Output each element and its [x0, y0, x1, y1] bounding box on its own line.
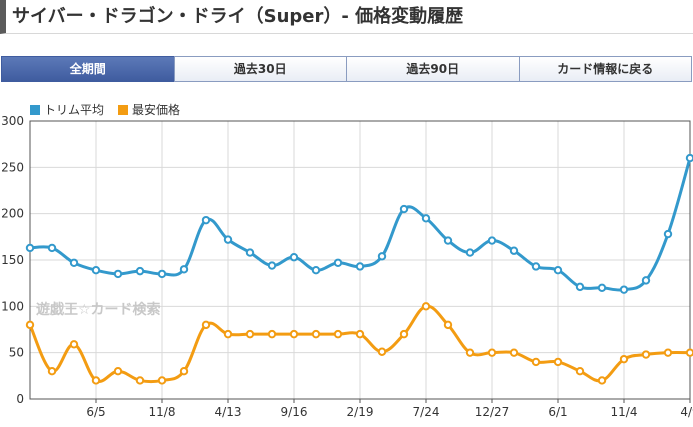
legend-label-lowest-price: 最安価格: [132, 103, 181, 117]
tab-last-30-days[interactable]: 過去30日: [173, 56, 347, 82]
data-point-s1-7: [179, 367, 189, 376]
data-point-s0-25: [575, 282, 585, 292]
x-tick-label: 6/1: [548, 405, 567, 419]
x-tick-label: 9/16: [281, 405, 308, 419]
legend-item-lowest-price[interactable]: 最安価格: [118, 101, 180, 118]
data-point-s0-10: [245, 248, 255, 257]
data-point-s0-3: [91, 265, 101, 275]
data-point-s1-8: [201, 320, 211, 330]
data-point-s1-3: [91, 376, 101, 385]
series-layer: [25, 153, 693, 385]
data-point-s1-25: [575, 367, 585, 376]
x-tick-label: 2/19: [347, 405, 374, 419]
data-point-s1-12: [289, 329, 299, 339]
data-point-s1-0: [25, 320, 35, 330]
x-tick-label: 11/8: [149, 405, 176, 419]
data-point-s1-28: [641, 350, 651, 359]
data-point-s1-21: [487, 348, 497, 357]
data-point-s0-12: [289, 253, 299, 262]
legend-label-trim-average: トリム平均: [44, 103, 105, 117]
data-point-s0-6: [157, 269, 167, 279]
data-point-s1-10: [245, 329, 255, 339]
title-bar: サイバー・ドラゴン・ドライ（Super）- 価格変動履歴: [0, 0, 693, 34]
chart-watermark: 遊戯王☆カード検索: [36, 301, 161, 318]
data-point-s0-13: [311, 265, 321, 275]
data-point-s0-15: [355, 262, 365, 271]
price-history-chart: 遊戯王☆カード検索 0 50 100 150 200 250 300 6/5 11/8 4/13 9…: [1, 114, 693, 419]
y-tick-label: 250: [1, 160, 24, 174]
data-point-s1-11: [267, 329, 277, 339]
data-point-s1-20: [465, 348, 475, 357]
data-point-s1-2: [69, 340, 79, 349]
data-point-s1-27: [619, 354, 629, 364]
data-point-s1-9: [223, 329, 233, 339]
data-point-s0-22: [509, 246, 519, 255]
y-tick-label: 0: [16, 392, 24, 406]
data-point-s1-30: [685, 348, 693, 357]
data-point-s0-4: [113, 269, 123, 279]
data-point-s0-9: [223, 235, 233, 244]
data-point-s0-16: [377, 252, 387, 261]
legend-swatch-lowest-price: [118, 104, 129, 115]
data-point-s0-26: [597, 283, 607, 293]
period-tabs: 全期間 過去30日 過去90日 カード情報に戻る: [1, 56, 692, 82]
y-tick-label: 200: [1, 207, 24, 221]
y-tick-label: 300: [1, 114, 24, 128]
grid-layer: [29, 120, 691, 400]
data-point-s0-20: [465, 248, 475, 257]
data-point-s0-21: [487, 236, 497, 245]
x-tick-label: 6/5: [86, 405, 105, 419]
x-tick-label: 12/27: [475, 405, 510, 419]
data-point-s1-14: [333, 329, 343, 339]
x-tick-label: 11/4: [611, 405, 638, 419]
chart-legend: トリム平均 最安価格: [30, 101, 180, 118]
data-point-s0-14: [333, 258, 343, 267]
page-title: サイバー・ドラゴン・ドライ（Super）- 価格変動履歴: [12, 6, 464, 27]
data-point-s1-17: [399, 329, 409, 339]
data-point-s1-13: [311, 329, 321, 339]
data-point-s1-19: [443, 320, 453, 330]
data-point-s1-26: [597, 376, 607, 385]
data-point-s0-17: [399, 204, 409, 214]
data-point-s0-18: [421, 214, 431, 223]
data-point-s0-8: [201, 215, 211, 225]
axis-layer: 0 50 100 150 200 250 300 6/5 11/8 4/13 9/16 2/19 7/2…: [1, 114, 693, 419]
data-point-s0-5: [135, 266, 145, 276]
data-point-s0-23: [531, 262, 541, 271]
data-point-s0-19: [443, 236, 453, 245]
tab-all-period[interactable]: 全期間: [1, 56, 175, 82]
tab-last-90-days[interactable]: 過去90日: [346, 56, 520, 82]
data-point-s1-15: [355, 329, 365, 339]
x-tick-label: 4/9: [680, 405, 693, 419]
x-tick-label: 4/13: [215, 405, 242, 419]
data-point-s0-24: [553, 265, 563, 275]
y-tick-label: 150: [1, 253, 24, 267]
legend-swatch-trim-average: [30, 104, 40, 115]
data-point-s0-30: [685, 153, 693, 163]
data-point-s1-22: [509, 348, 519, 357]
data-point-s0-11: [267, 261, 277, 270]
data-point-s0-0: [25, 243, 35, 253]
x-tick-label: 7/24: [413, 405, 440, 419]
data-point-s1-29: [663, 348, 673, 357]
data-point-s1-23: [531, 357, 541, 367]
data-point-s0-29: [663, 229, 673, 239]
data-point-s0-1: [47, 243, 57, 253]
data-point-s1-24: [553, 357, 563, 367]
data-point-s1-1: [47, 367, 57, 376]
data-point-s1-16: [377, 347, 387, 356]
y-tick-label: 100: [1, 299, 24, 313]
data-point-s0-28: [641, 276, 651, 285]
data-point-s0-27: [619, 285, 629, 294]
data-point-s1-5: [135, 376, 145, 385]
y-tick-label: 50: [9, 346, 24, 360]
data-point-s1-6: [157, 376, 167, 385]
data-point-s1-4: [113, 367, 123, 376]
data-point-s1-18: [421, 302, 431, 311]
data-point-s0-7: [179, 265, 189, 274]
data-point-s0-2: [69, 258, 79, 267]
tab-back-to-card-info[interactable]: カード情報に戻る: [518, 56, 692, 82]
legend-item-trim-average[interactable]: トリム平均: [30, 101, 104, 118]
